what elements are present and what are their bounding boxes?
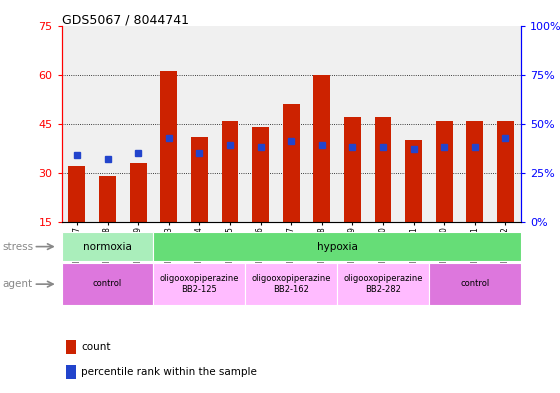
Bar bbox=[66, 340, 76, 354]
Text: GDS5067 / 8044741: GDS5067 / 8044741 bbox=[62, 14, 189, 27]
Bar bbox=[436, 121, 452, 222]
Text: control: control bbox=[93, 279, 122, 288]
Text: stress: stress bbox=[3, 242, 34, 252]
Bar bbox=[130, 163, 147, 222]
Bar bbox=[62, 263, 153, 305]
Text: percentile rank within the sample: percentile rank within the sample bbox=[81, 367, 257, 377]
Text: agent: agent bbox=[3, 279, 33, 289]
Bar bbox=[68, 166, 85, 222]
Bar bbox=[405, 140, 422, 222]
Bar bbox=[66, 365, 76, 379]
Text: oligooxopiperazine
BB2-125: oligooxopiperazine BB2-125 bbox=[160, 274, 239, 294]
Bar bbox=[375, 117, 391, 222]
Text: normoxia: normoxia bbox=[83, 242, 132, 252]
Bar bbox=[222, 121, 239, 222]
Bar bbox=[314, 75, 330, 222]
Text: control: control bbox=[460, 279, 489, 288]
Bar bbox=[252, 127, 269, 222]
Bar bbox=[153, 263, 245, 305]
Bar bbox=[429, 263, 521, 305]
Bar bbox=[337, 263, 429, 305]
Bar bbox=[62, 232, 153, 261]
Bar bbox=[344, 117, 361, 222]
Text: oligooxopiperazine
BB2-162: oligooxopiperazine BB2-162 bbox=[251, 274, 331, 294]
Bar bbox=[466, 121, 483, 222]
Bar bbox=[160, 72, 177, 222]
Bar bbox=[191, 137, 208, 222]
Bar bbox=[99, 176, 116, 222]
Bar bbox=[245, 263, 337, 305]
Text: count: count bbox=[81, 342, 110, 353]
Bar bbox=[497, 121, 514, 222]
Text: hypoxia: hypoxia bbox=[317, 242, 357, 252]
Bar bbox=[153, 232, 521, 261]
Text: oligooxopiperazine
BB2-282: oligooxopiperazine BB2-282 bbox=[343, 274, 423, 294]
Bar bbox=[283, 104, 300, 222]
